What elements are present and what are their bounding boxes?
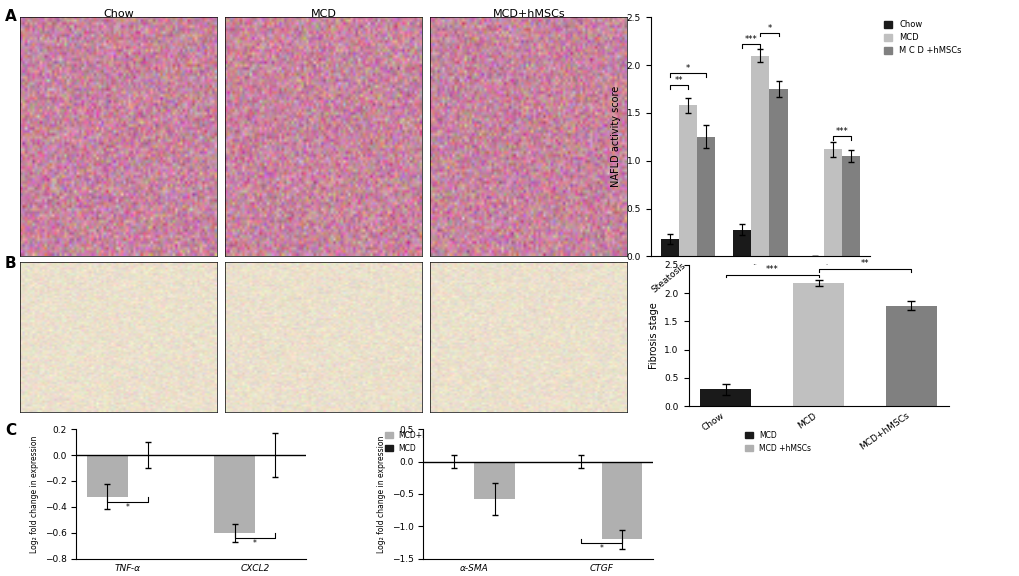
Bar [751, 55, 768, 256]
Y-axis label: Fibrosis stage: Fibrosis stage [648, 302, 658, 369]
Bar [700, 389, 751, 406]
Bar [474, 461, 515, 499]
Text: B: B [5, 256, 16, 271]
Text: ***: *** [835, 127, 848, 136]
Bar [841, 156, 859, 256]
Bar [733, 230, 751, 256]
Bar [87, 455, 127, 497]
Legend: MCD, MCD +hMSCs: MCD, MCD +hMSCs [742, 428, 813, 456]
Y-axis label: Log₂ fold change in expression: Log₂ fold change in expression [31, 435, 40, 552]
Bar [679, 105, 696, 256]
Bar [793, 283, 844, 406]
Text: C: C [5, 423, 16, 438]
Bar [884, 306, 935, 406]
Bar [214, 455, 255, 533]
Text: *: * [599, 544, 603, 553]
Text: **: ** [860, 259, 868, 268]
Text: *: * [766, 24, 770, 33]
Text: **: ** [674, 76, 683, 85]
Text: MCD: MCD [311, 9, 336, 18]
Y-axis label: NAFLD activity score: NAFLD activity score [610, 86, 621, 187]
Y-axis label: Log₂ fold change in expression: Log₂ fold change in expression [377, 435, 386, 552]
Text: *: * [125, 503, 129, 512]
Text: *: * [685, 64, 690, 73]
Legend: Chow, MCD, M C D +hMSCs: Chow, MCD, M C D +hMSCs [880, 17, 964, 59]
Text: Chow: Chow [103, 9, 135, 18]
Bar [823, 149, 841, 256]
Text: ***: *** [765, 265, 777, 274]
Bar [660, 239, 679, 256]
Bar [601, 461, 642, 539]
Legend: MCD+hMSCs, MCD: MCD+hMSCs, MCD [381, 428, 451, 456]
Bar [768, 89, 787, 256]
Text: MCD+hMSCs: MCD+hMSCs [492, 9, 565, 18]
Text: *: * [253, 539, 257, 548]
Text: A: A [5, 9, 17, 24]
Bar [696, 137, 714, 256]
Text: ***: *** [744, 35, 757, 44]
